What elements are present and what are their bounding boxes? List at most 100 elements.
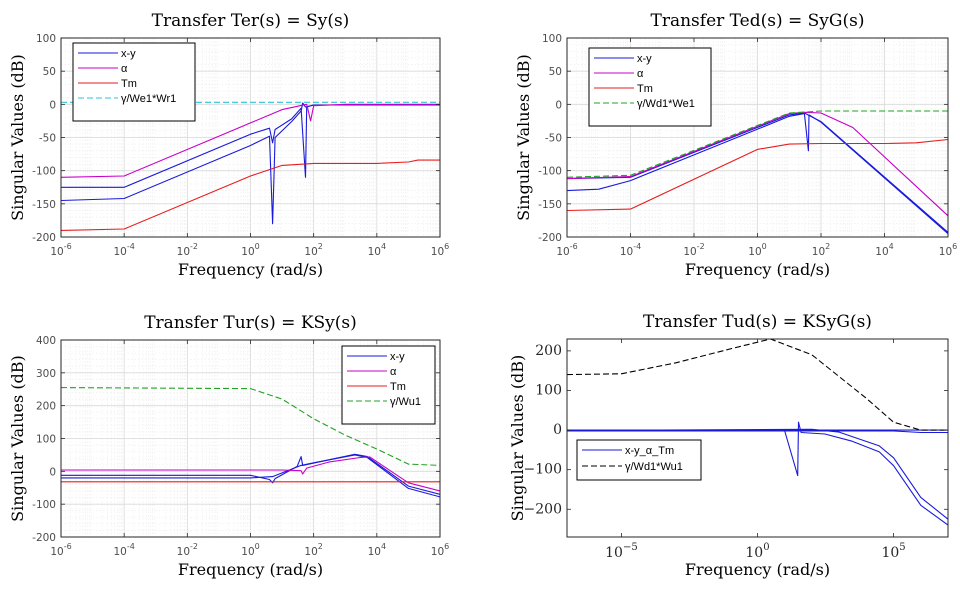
x-tick-label: 106 [431, 542, 449, 558]
series-line--wd1-wu1-4 [567, 339, 948, 431]
x-tick-label: 104 [368, 242, 386, 258]
x-tick-label-exponent: 6 [444, 242, 449, 251]
series-line-unlabeled-3 [567, 430, 948, 434]
x-tick-label-base: 10 [368, 246, 381, 258]
x-tick-label-base: 10 [748, 246, 761, 258]
chart-title: Transfer Ted(s) = SyG(s) [651, 11, 865, 31]
x-tick-label: 102 [304, 542, 322, 558]
y-tick-label: -150 [538, 199, 562, 211]
x-tick-label: 10-6 [556, 242, 577, 258]
legend-entry: α [637, 68, 644, 80]
x-tick-label-base: 10 [683, 246, 696, 258]
y-tick-label: -200 [32, 532, 56, 544]
x-tick-label-base: 10 [368, 546, 381, 558]
x-tick-label-exponent: -2 [190, 242, 198, 251]
x-tick-label-base: 10 [113, 246, 126, 258]
x-tick-label-base: 10 [304, 246, 317, 258]
x-axis-label: Frequency (rad/s) [685, 560, 830, 579]
legend-entry: Tm [390, 381, 406, 393]
y-tick-label: -150 [32, 199, 56, 211]
x-tick-label-base: 10 [241, 246, 254, 258]
legend-entry: x-y_α_Tm [625, 445, 674, 457]
series-group [567, 339, 948, 526]
x-tick-label-exponent: -4 [127, 242, 135, 251]
x-axis-label: Frequency (rad/s) [178, 260, 323, 279]
x-tick-label: 10-4 [620, 242, 641, 258]
series-line-unlabeled-1 [567, 112, 948, 233]
x-tick-label-exponent: 2 [318, 542, 323, 551]
x-tick-label-exponent: 2 [318, 242, 323, 251]
legend-entry: γ/Wd1*Wu1 [625, 461, 683, 473]
y-tick-label: 0 [553, 422, 562, 438]
x-tick-label: 106 [431, 242, 449, 258]
y-tick-label: 100 [535, 382, 562, 398]
legend: x-y α Tm γ/Wd1*We1 [588, 47, 712, 127]
x-tick-label-exponent: -6 [570, 242, 578, 251]
chart-title: Transfer Ter(s) = Sy(s) [152, 11, 350, 31]
x-tick-label-exponent: -6 [64, 242, 72, 251]
x-tick-label: 10-6 [50, 542, 71, 558]
series-line-unlabeled-1 [567, 421, 948, 526]
x-axis-label: Frequency (rad/s) [178, 560, 323, 579]
y-tick-label: -200 [538, 232, 562, 244]
x-tick-label-exponent: -2 [190, 542, 198, 551]
legend-entry: x-y [390, 351, 405, 363]
x-tick-label-exponent: −5 [623, 542, 638, 553]
series-line---2 [567, 111, 948, 217]
legend-box [72, 42, 196, 122]
series-line-tm-3 [61, 159, 440, 231]
y-tick-label: 50 [549, 66, 562, 78]
y-tick-label: −200 [524, 501, 562, 517]
legend-entry: Tm [637, 83, 653, 95]
x-tick-label-exponent: -4 [127, 542, 135, 551]
x-tick-label-exponent: 0 [762, 242, 767, 251]
y-tick-label: 200 [535, 343, 562, 359]
legend-entry: α [390, 366, 397, 378]
x-tick-label-exponent: 4 [381, 542, 386, 551]
x-tick-label-base: 10 [605, 545, 623, 561]
x-tick-label-base: 10 [50, 246, 63, 258]
x-tick-label-base: 10 [812, 246, 825, 258]
x-tick-label-base: 10 [881, 545, 899, 561]
x-tick-label-exponent: 2 [825, 242, 830, 251]
y-tick-label: -100 [538, 166, 562, 178]
x-tick-label: 105 [881, 542, 905, 561]
x-tick-label: 100 [745, 542, 769, 561]
x-tick-label-base: 10 [875, 246, 888, 258]
chart-title: Transfer Tur(s) = KSy(s) [144, 313, 357, 333]
chart-panel-3: 10-6 10-4 10-2 100 102 104 106-200-10001002003… [8, 313, 449, 579]
series-line---2 [61, 103, 440, 178]
series-group [567, 110, 948, 235]
x-tick-label: 106 [939, 242, 957, 258]
series-line--wd1-we1-4 [567, 110, 948, 178]
y-tick-label: -100 [32, 499, 56, 511]
chart-panel-2: 10-6 10-4 10-2 100 102 104 106-200-150-100-500… [514, 11, 957, 279]
y-axis-label: Singular Values (dB) [508, 355, 527, 522]
y-tick-label: 0 [49, 99, 56, 111]
y-tick-label: 50 [43, 66, 56, 78]
x-tick-label: 100 [241, 242, 259, 258]
legend-box [576, 439, 702, 481]
series-group [61, 101, 440, 231]
y-tick-label: 200 [36, 401, 56, 413]
x-tick-label-exponent: 5 [899, 542, 905, 553]
y-tick-label: 0 [49, 466, 56, 478]
y-tick-label: 300 [36, 368, 56, 380]
legend-entry: Tm [121, 78, 137, 90]
legend-box [341, 345, 436, 425]
x-tick-label-exponent: 4 [889, 242, 894, 251]
legend-box [588, 47, 712, 127]
y-tick-label: -100 [32, 166, 56, 178]
x-tick-label-base: 10 [556, 246, 569, 258]
y-tick-label: 100 [36, 33, 56, 45]
x-tick-label: 10-4 [113, 542, 134, 558]
legend-entry: γ/Wd1*We1 [637, 98, 695, 110]
series-line-unlabeled-2 [567, 428, 948, 520]
y-tick-label: -200 [32, 232, 56, 244]
legend-entry: x-y [637, 53, 652, 65]
x-tick-label: 10-2 [177, 242, 198, 258]
legend-entry: α [121, 63, 128, 75]
y-tick-label: 100 [36, 434, 56, 446]
